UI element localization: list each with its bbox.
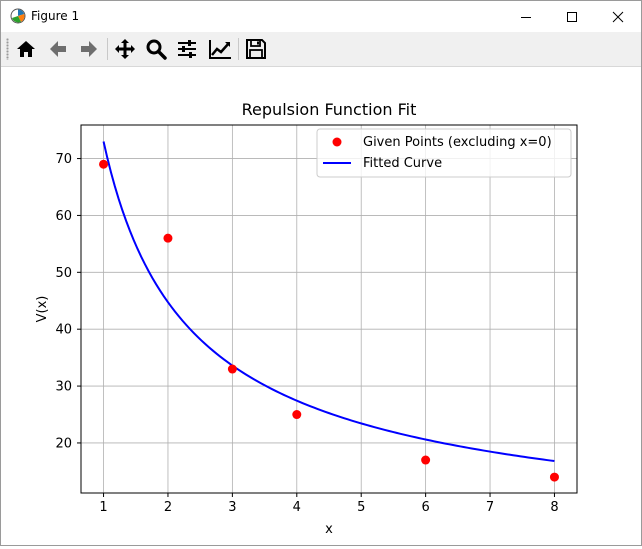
forward-button[interactable] (76, 37, 102, 61)
move-icon (115, 39, 135, 59)
navigation-toolbar (1, 32, 641, 67)
minimize-icon (521, 17, 531, 18)
save-button[interactable] (243, 37, 269, 61)
data-point (99, 159, 109, 169)
zoom-icon (146, 39, 167, 60)
legend-marker-given-points (332, 137, 342, 147)
data-point (292, 410, 302, 420)
chart[interactable]: 1 2 3 4 5 6 7 8 20 30 40 50 60 70 Repulsion Function … (1, 67, 641, 545)
x-tick-label: 4 (293, 500, 301, 515)
y-axis-label: V(x) (35, 296, 50, 323)
x-tick-label: 8 (550, 500, 558, 515)
x-tick-label: 2 (164, 500, 172, 515)
axes-frame (80, 124, 578, 494)
close-button[interactable] (595, 1, 641, 32)
title-bar[interactable]: Figure 1 (1, 1, 641, 32)
edit-axes-button[interactable] (206, 37, 232, 61)
y-tick-label: 70 (55, 152, 72, 167)
line-chart-icon (209, 40, 231, 59)
close-icon (612, 11, 624, 23)
legend-label-fitted-curve: Fitted Curve (363, 156, 442, 171)
back-button[interactable] (45, 37, 71, 61)
save-icon (246, 39, 266, 59)
arrow-right-icon (81, 41, 97, 57)
data-point (549, 472, 559, 482)
legend-label-given-points: Given Points (excluding x=0) (363, 135, 552, 150)
y-tick-label: 40 (55, 323, 72, 338)
x-tick-label: 3 (228, 500, 236, 515)
maximize-icon (567, 12, 577, 22)
zoom-button[interactable] (143, 37, 169, 61)
toolbar-separator (107, 38, 108, 60)
toolbar-separator (238, 38, 239, 60)
minimize-button[interactable] (503, 1, 549, 32)
x-tick-label: 6 (421, 500, 429, 515)
data-point (163, 233, 173, 243)
y-tick-label: 20 (55, 436, 72, 451)
home-icon (17, 41, 35, 57)
data-point (421, 455, 431, 465)
toolbar-grip[interactable] (6, 38, 9, 60)
x-axis-label: x (325, 522, 333, 537)
window-title: Figure 1 (31, 9, 80, 23)
data-point (227, 364, 237, 374)
legend-box (316, 128, 572, 178)
app-icon (10, 8, 26, 24)
maximize-button[interactable] (549, 1, 595, 32)
arrow-left-icon (50, 41, 66, 57)
y-tick-label: 30 (55, 380, 72, 395)
y-tick-label: 50 (55, 266, 72, 281)
pan-button[interactable] (112, 37, 138, 61)
fitted-curve-line (102, 141, 555, 463)
figure-canvas[interactable]: 1 2 3 4 5 6 7 8 20 30 40 50 60 70 Repulsion Function … (1, 67, 641, 545)
configure-subplots-button[interactable] (174, 37, 200, 61)
x-tick-label: 7 (486, 500, 494, 515)
home-button[interactable] (13, 37, 39, 61)
chart-title: Repulsion Function Fit (242, 100, 417, 119)
y-tick-label: 60 (55, 209, 72, 224)
x-tick-label: 5 (357, 500, 365, 515)
legend: Given Points (excluding x=0) Fitted Curv… (316, 128, 572, 178)
x-tick-label: 1 (99, 500, 107, 515)
sliders-icon (178, 40, 196, 58)
